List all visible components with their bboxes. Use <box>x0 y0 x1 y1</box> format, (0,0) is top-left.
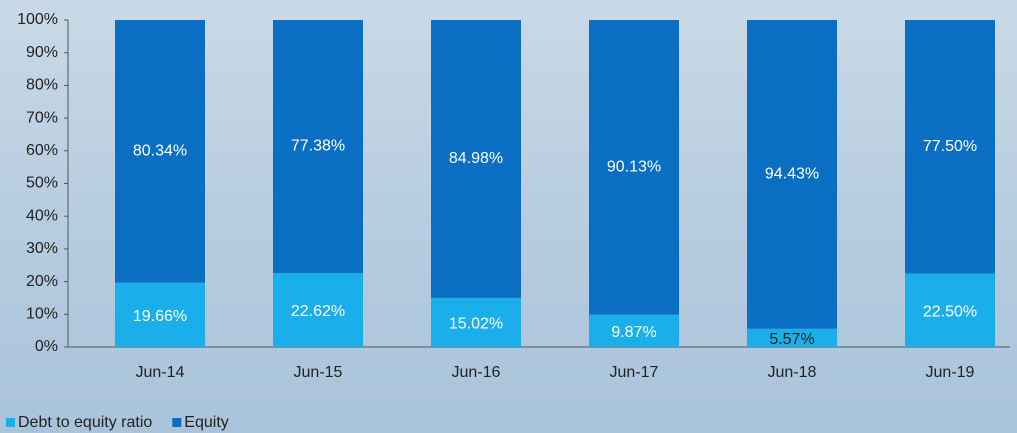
data-label: 80.34% <box>133 143 187 160</box>
y-tick-label: 70% <box>26 109 58 126</box>
data-label: 84.98% <box>449 150 503 167</box>
data-label: 9.87% <box>611 324 656 341</box>
x-tick-label: Jun-15 <box>294 364 343 381</box>
data-label: 77.38% <box>291 138 345 155</box>
x-tick-label: Jun-16 <box>452 364 501 381</box>
data-label: 90.13% <box>607 159 661 176</box>
data-label: 5.57% <box>769 331 814 348</box>
data-label: 22.62% <box>291 303 345 320</box>
data-label: 22.50% <box>923 303 977 320</box>
data-label: 19.66% <box>133 308 187 325</box>
bar-segment <box>431 297 521 347</box>
y-tick-label: 20% <box>26 273 58 290</box>
x-tick-label: Jun-14 <box>136 364 185 381</box>
x-tick-label: Jun-17 <box>610 364 659 381</box>
x-tick-label: Jun-19 <box>926 364 975 381</box>
bar-segment <box>747 20 837 329</box>
bar-segment <box>115 20 205 283</box>
bar-segment <box>589 314 679 347</box>
y-tick-label: 40% <box>26 207 58 224</box>
y-tick-label: 30% <box>26 240 58 257</box>
legend-swatch <box>6 418 15 427</box>
bar-segment <box>431 20 521 298</box>
x-tick-label: Jun-18 <box>768 364 817 381</box>
y-tick-label: 10% <box>26 306 58 323</box>
y-tick-label: 60% <box>26 142 58 159</box>
bar-segment <box>115 282 205 347</box>
data-label: 15.02% <box>449 316 503 333</box>
y-tick-label: 80% <box>26 77 58 94</box>
bar-segment <box>273 20 363 274</box>
legend-swatch <box>172 418 182 427</box>
y-tick-label: 0% <box>35 338 58 355</box>
bar-segment <box>905 273 995 347</box>
bar-segment <box>589 20 679 315</box>
data-label: 94.43% <box>765 166 819 183</box>
bar-segment <box>273 273 363 347</box>
legend-label: Equity <box>184 414 228 431</box>
legend-label: Debt to equity ratio <box>18 414 152 431</box>
y-tick-label: 100% <box>17 11 58 28</box>
bar-segment <box>747 328 837 347</box>
y-tick-label: 90% <box>26 44 58 61</box>
bar-segment <box>905 20 995 274</box>
data-label: 77.50% <box>923 138 977 155</box>
y-tick-label: 50% <box>26 175 58 192</box>
